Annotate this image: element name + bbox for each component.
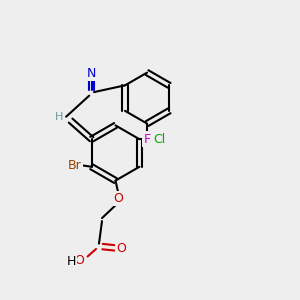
Text: Br: Br	[68, 159, 82, 172]
Text: O: O	[74, 254, 84, 267]
Text: Cl: Cl	[153, 133, 165, 146]
Text: H: H	[66, 255, 76, 268]
Text: H: H	[55, 112, 64, 122]
Text: O: O	[117, 242, 126, 255]
Text: F: F	[143, 133, 151, 146]
Text: O: O	[114, 192, 123, 205]
Text: N: N	[87, 67, 96, 80]
